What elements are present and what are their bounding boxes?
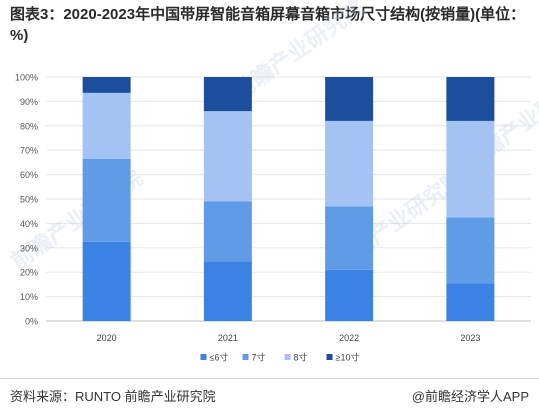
bars-group bbox=[82, 77, 495, 321]
legend-swatch bbox=[326, 354, 333, 360]
y-tick-label: 30% bbox=[20, 243, 38, 253]
bar-segment bbox=[203, 111, 252, 202]
y-tick-label: 80% bbox=[20, 121, 38, 131]
y-tick-label: 20% bbox=[20, 268, 38, 278]
legend-swatch bbox=[242, 354, 249, 360]
legend-label: ≤6寸 bbox=[210, 352, 229, 363]
y-tick-label: 90% bbox=[20, 97, 38, 107]
x-tick-label: 2020 bbox=[97, 333, 117, 343]
y-tick-label: 50% bbox=[20, 195, 38, 205]
bar-segment bbox=[82, 158, 131, 242]
legend: ≤6寸 7寸 8寸 ≥10寸 bbox=[200, 352, 360, 363]
bar-segment bbox=[203, 261, 252, 321]
legend-label: 8寸 bbox=[294, 352, 308, 363]
bar-segment bbox=[325, 206, 374, 270]
bar-segment bbox=[446, 217, 495, 284]
legend-swatch bbox=[284, 354, 291, 360]
bar-segment bbox=[325, 120, 374, 207]
bar-segment bbox=[82, 241, 131, 321]
x-tick-label: 2023 bbox=[460, 333, 480, 343]
bar-segment bbox=[325, 269, 374, 321]
y-tick-label: 40% bbox=[20, 219, 38, 229]
x-tick-label: 2021 bbox=[218, 333, 238, 343]
y-tick-label: 60% bbox=[20, 170, 38, 180]
bar-segment bbox=[203, 77, 252, 112]
chart-title: 图表3：2020-2023年中国带屏智能音箱屏幕音箱市场尺寸结构(按销量)(单位… bbox=[10, 6, 526, 44]
y-tick-label: 0% bbox=[25, 317, 38, 327]
legend-swatch bbox=[200, 354, 207, 360]
bar-segment bbox=[325, 77, 374, 121]
bar-segment bbox=[446, 120, 495, 218]
y-axis: 0% 10% 20% 30% 40% 50% 60% 70% 80% 90% 100% bbox=[15, 73, 38, 327]
y-tick-label: 70% bbox=[20, 146, 38, 156]
bar-segment bbox=[446, 283, 495, 321]
bar-segment bbox=[82, 92, 131, 159]
footer-divider bbox=[0, 378, 539, 379]
credit-text: @前瞻经济学人APP bbox=[411, 389, 529, 404]
bar-segment bbox=[203, 201, 252, 262]
bar-segment bbox=[446, 77, 495, 121]
bar-segment bbox=[82, 77, 131, 93]
legend-label: 7寸 bbox=[252, 352, 266, 363]
source-text: 资料来源：RUNTO 前瞻产业研究院 bbox=[10, 389, 216, 404]
y-tick-label: 10% bbox=[20, 292, 38, 302]
x-axis: 2020 2021 2022 2023 bbox=[97, 333, 481, 343]
x-tick-label: 2022 bbox=[339, 333, 359, 343]
y-tick-label: 100% bbox=[15, 73, 38, 83]
legend-label: ≥10寸 bbox=[336, 352, 360, 363]
